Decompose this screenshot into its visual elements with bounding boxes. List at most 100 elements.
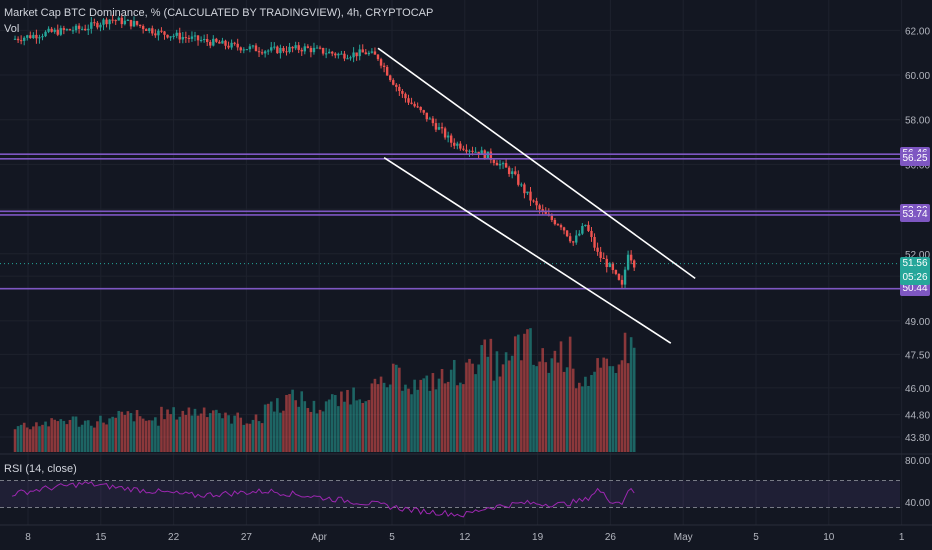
candle-body [199,39,203,41]
candle-body [520,184,523,186]
candle-body [53,29,56,32]
volume-bar [93,427,96,452]
volume-bar [251,419,255,452]
volume-bar [379,376,383,452]
volume-bar [507,360,511,452]
candle-body [529,191,532,201]
volume-bar [19,424,23,452]
volume-bar [364,401,368,452]
volume-bar [468,358,471,452]
time-tick-label: 5 [389,532,395,543]
candle-body [169,36,172,38]
volume-bar [523,333,526,452]
candle-body [346,58,349,60]
candle-body [602,257,605,259]
candle-body [90,22,93,29]
candle-body [434,123,438,130]
candle-body [151,28,154,34]
candle-body [209,41,212,46]
candle-body [575,235,578,243]
volume-bar [410,394,413,452]
volume-bar [596,358,599,452]
volume-bar [623,332,627,452]
candle-body [456,143,459,146]
candle-body [413,103,416,107]
candle-body [172,35,175,37]
candle-body [565,230,569,237]
volume-bar [38,426,41,452]
candle-body [312,47,316,53]
candle-body [227,45,230,48]
candle-body [349,57,352,59]
candle-body [306,46,310,48]
candle-body [56,29,59,35]
candle-body [163,31,166,35]
volume-bar [288,394,291,452]
volume-bar [340,391,343,452]
volume-bar [520,360,523,452]
candle-body [425,112,428,120]
volume-bar [80,424,84,452]
volume-bar [126,411,130,452]
volume-bar [449,369,453,452]
volume-bar [16,426,20,452]
candle-body [267,50,270,52]
volume-bars [13,328,636,452]
candle-body [440,127,444,129]
candle-body [282,47,285,52]
candle-body [355,52,358,57]
time-tick-label: 1 [899,532,905,543]
volume-bar [376,384,380,452]
volume-bar [196,415,200,452]
candle-body [26,35,29,38]
candle-body [294,45,297,49]
candle-body [620,279,624,285]
volume-bar [535,366,538,452]
volume-bar [117,410,121,452]
volume-bar [291,389,294,452]
volume-bar [132,421,136,452]
volume-bar [29,429,32,452]
volume-bar [282,410,285,452]
volume-bar [147,420,151,452]
candle-body [263,51,267,54]
candle-body [419,106,422,111]
candle-body [538,205,541,210]
volume-bar [202,407,206,452]
candle-body [453,142,456,146]
volume-bar [553,350,557,452]
candle-body [401,90,404,94]
candle-body [242,49,245,51]
volume-bar [605,358,609,452]
candle-body [584,224,587,227]
volume-bar [434,389,438,452]
volume-bar [169,414,172,452]
volume-bar [456,385,459,452]
volume-bar [71,416,75,452]
volume-bar [382,382,386,452]
time-tick-label: 5 [753,532,759,543]
candle-body [422,110,425,113]
candle-body [593,237,596,248]
level-tag: 50.44 [900,281,930,296]
volume-bar [431,373,435,452]
price-tick-label: 52.00 [905,250,930,261]
candle-body [202,39,206,41]
candle-body [44,31,47,37]
volume-bar [242,424,246,452]
candle-body [276,46,279,54]
candle-body [462,148,465,150]
candle-body [541,209,544,211]
volume-bar [184,414,188,452]
candle-body [80,28,84,30]
candle-body [215,38,218,42]
volume-bar [68,419,72,452]
candle-body [196,35,200,41]
candle-body [239,47,242,51]
candle-body [135,21,139,25]
volume-bar [35,422,38,452]
candle-body [392,80,395,85]
candle-body [459,143,462,149]
volume-bar [614,372,618,452]
